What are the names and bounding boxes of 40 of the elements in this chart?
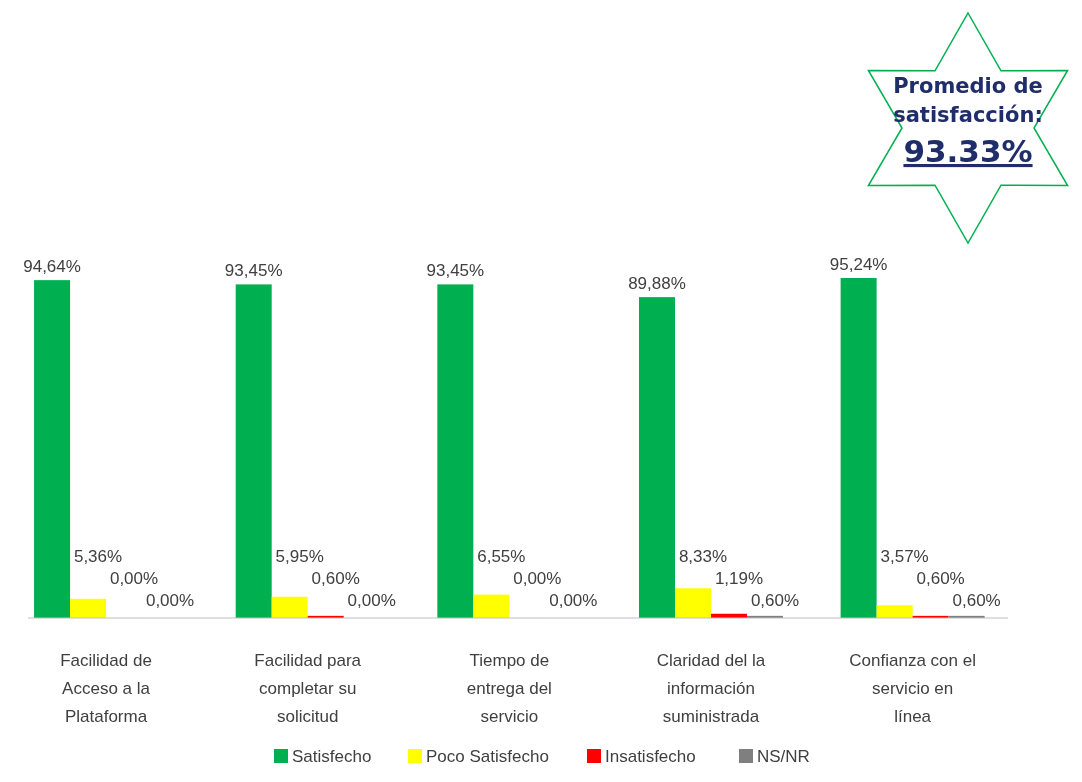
data-label: 3,57%: [880, 547, 929, 566]
bar: [235, 284, 272, 618]
data-label: 5,36%: [73, 547, 123, 566]
legend-label: Insatisfecho: [605, 747, 696, 766]
bar: [34, 280, 71, 618]
data-label: 5,95%: [275, 547, 324, 566]
data-label: 0,60%: [916, 569, 965, 588]
bar: [876, 605, 913, 618]
data-label: 0,00%: [109, 569, 159, 588]
data-label: 0,00%: [145, 591, 195, 610]
legend-label: Poco Satisfecho: [426, 747, 549, 766]
data-label: 8,33%: [678, 547, 728, 566]
bar: [638, 297, 675, 618]
data-label: 0,60%: [311, 569, 360, 588]
data-label: 6,55%: [477, 547, 526, 566]
text: Promedio de satisfacción: 93.33%: [893, 74, 1043, 169]
legend-label: Satisfecho: [292, 747, 372, 766]
data-label: 0,00%: [549, 591, 598, 610]
data-label: 95,24%: [829, 255, 888, 274]
bar: [473, 594, 510, 618]
data-label: 0,60%: [952, 591, 1001, 610]
data-label: 0,60%: [750, 591, 800, 610]
x-tick-label: Tiempo de entrega del servicio: [466, 651, 552, 726]
data-label: 1,19%: [714, 569, 764, 588]
x-tick-label: Claridad del la información suministrada: [656, 651, 766, 726]
data-label: 94,64%: [23, 257, 81, 277]
x-tick-label: Facilidad de Acceso a la Plataforma: [60, 651, 152, 726]
x-tick-label: Facilidad para completar su solicitud: [254, 651, 362, 726]
bar: [437, 284, 474, 618]
bar: [70, 598, 107, 618]
bar: [674, 588, 711, 618]
data-label: 0,00%: [513, 569, 562, 588]
x-tick-label: Confianza con el servicio en línea: [849, 651, 976, 726]
data-label: 93,45%: [426, 261, 485, 281]
data-label: 89,88%: [628, 274, 686, 294]
legend-label: NS/NR: [757, 747, 810, 766]
data-label: 0,00%: [347, 591, 396, 610]
bar: [271, 596, 308, 618]
bar: [840, 278, 877, 618]
data-label: 93,45%: [224, 261, 283, 281]
